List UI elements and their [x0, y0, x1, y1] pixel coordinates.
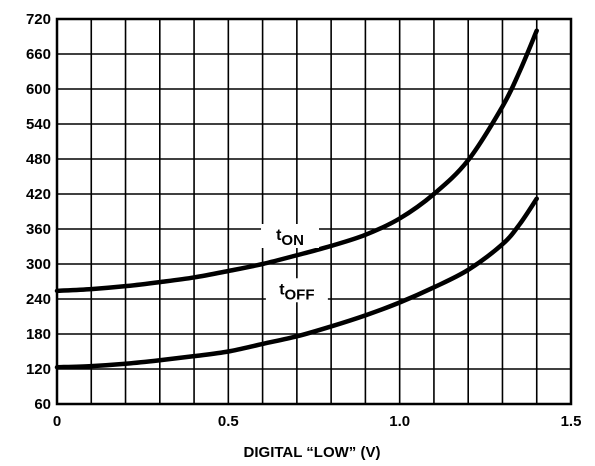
y-tick-label: 660: [26, 46, 51, 63]
series-line-ton: [54, 28, 539, 294]
series-label-background: [261, 224, 320, 248]
x-tick-label: 1.5: [561, 413, 582, 430]
series-label-background: [265, 278, 328, 303]
tick-labels: 60 120 180 240 300 360 420 480 540 600 660 720 0 0.5 1…: [26, 11, 581, 430]
y-tick-label: 120: [26, 361, 51, 378]
grid-lines: [57, 19, 571, 404]
series-line-toff: [54, 196, 539, 370]
x-tick-label: 0: [53, 413, 61, 430]
y-tick-label: 540: [26, 116, 51, 133]
y-tick-label: 60: [34, 396, 51, 413]
x-tick-label: 1.0: [389, 413, 410, 430]
x-tick-label: 0.5: [218, 413, 239, 430]
series-label-ton: tON: [276, 227, 304, 249]
y-tick-label: 180: [26, 326, 51, 343]
plot-border: [55, 17, 573, 406]
plot-frame: [55, 17, 573, 406]
y-tick-label: 600: [26, 81, 51, 98]
x-axis-title: DIGITAL “LOW” (V): [244, 444, 381, 461]
y-tick-label: 420: [26, 186, 51, 203]
y-tick-label: 720: [26, 11, 51, 28]
y-tick-label: 480: [26, 151, 51, 168]
series-label-toff: tOFF: [279, 281, 314, 303]
y-tick-label: 240: [26, 291, 51, 308]
series-layer: tON tOFF: [54, 28, 539, 370]
y-tick-label: 360: [26, 221, 51, 238]
y-tick-label: 300: [26, 256, 51, 273]
